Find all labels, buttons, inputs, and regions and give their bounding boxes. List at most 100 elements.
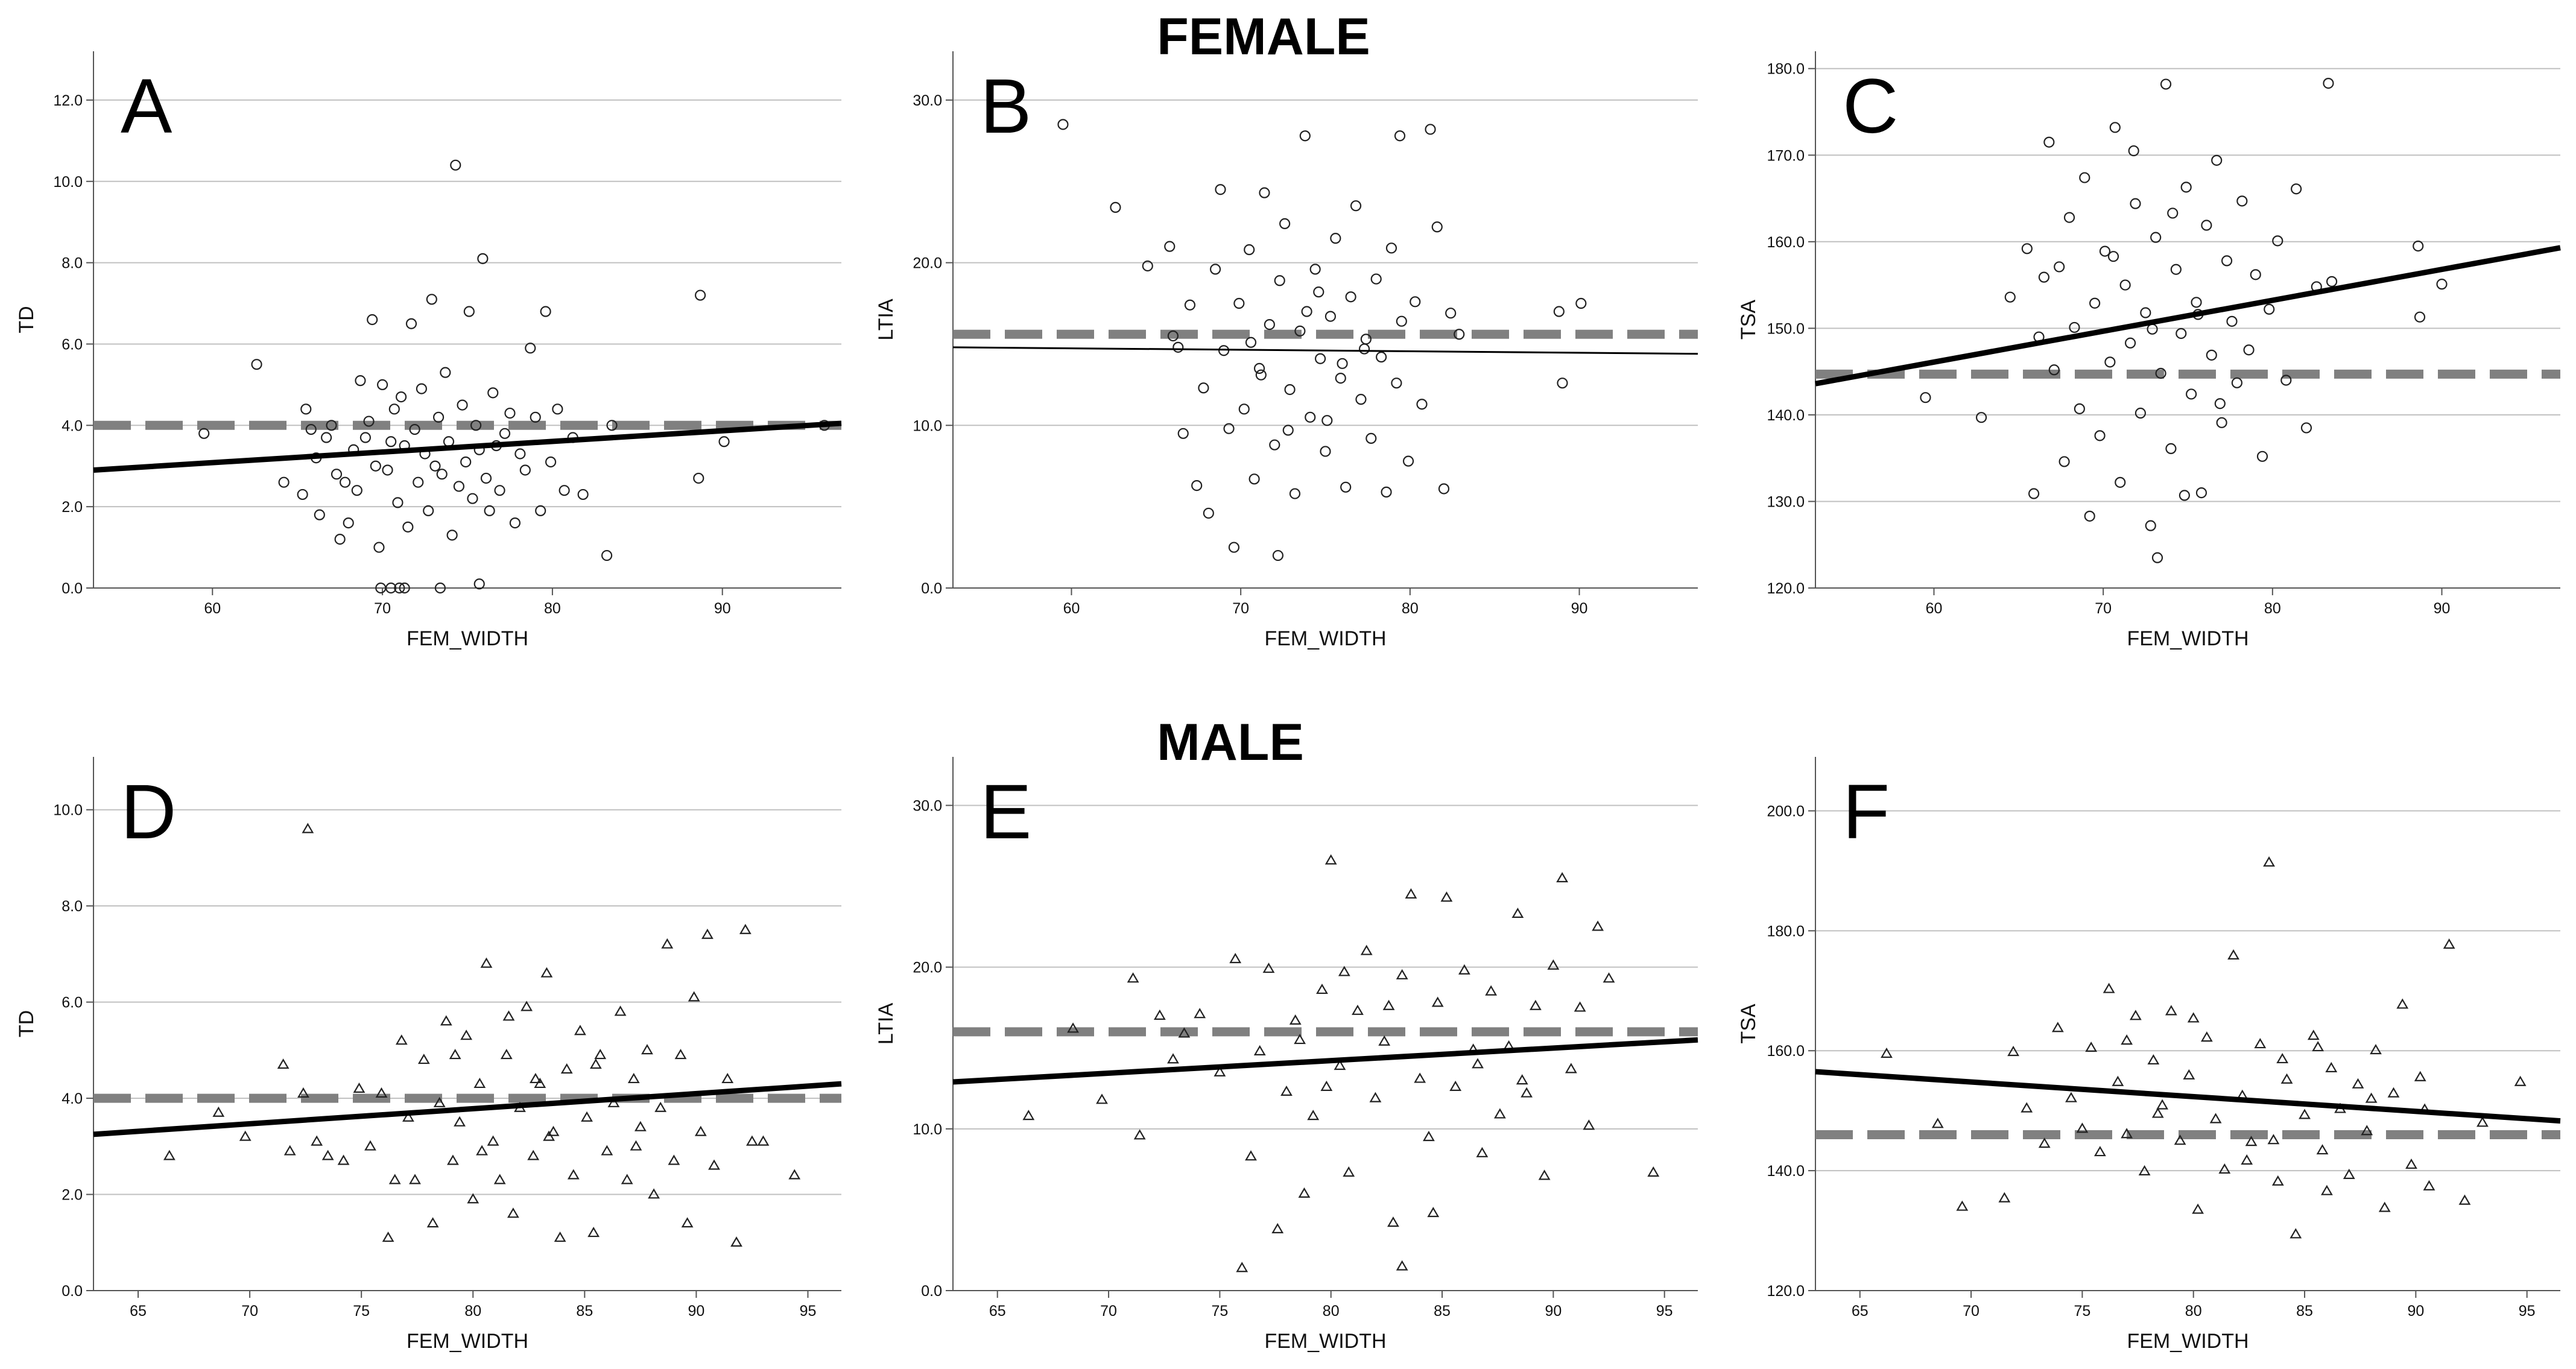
data-point bbox=[1396, 1260, 1408, 1271]
data-point bbox=[251, 359, 262, 370]
data-point bbox=[1272, 549, 1284, 561]
x-axis-label: FEM_WIDTH bbox=[2127, 1330, 2248, 1353]
data-point bbox=[2227, 949, 2239, 960]
data-point bbox=[2128, 145, 2139, 157]
data-point bbox=[757, 1135, 770, 1146]
x-tick-label: 80 bbox=[1323, 1303, 1340, 1320]
data-point bbox=[1458, 964, 1470, 975]
data-point bbox=[460, 456, 472, 468]
data-point bbox=[606, 420, 618, 431]
data-point bbox=[614, 1005, 627, 1016]
data-point bbox=[788, 1169, 801, 1180]
x-tick-label: 95 bbox=[800, 1303, 817, 1320]
data-point bbox=[1299, 130, 1311, 142]
x-tick-label: 65 bbox=[1852, 1303, 1869, 1320]
data-point bbox=[2264, 303, 2275, 315]
data-point bbox=[395, 391, 407, 403]
data-point bbox=[433, 1096, 446, 1107]
data-point bbox=[487, 1135, 499, 1146]
y-axis-label: TSA bbox=[1737, 300, 1760, 340]
x-tick-label: 70 bbox=[374, 600, 391, 617]
data-point bbox=[2218, 1163, 2231, 1174]
data-point bbox=[1214, 1066, 1226, 1077]
data-point bbox=[302, 823, 314, 833]
data-point bbox=[1369, 1092, 1382, 1102]
data-point bbox=[1215, 184, 1226, 195]
x-axis-label: FEM_WIDTH bbox=[407, 1330, 528, 1353]
data-point bbox=[504, 407, 516, 419]
data-point bbox=[2245, 1136, 2258, 1146]
data-point bbox=[2021, 1102, 2033, 1113]
data-point bbox=[376, 379, 388, 390]
data-point bbox=[1271, 1222, 1284, 1233]
x-tick-label: 70 bbox=[1232, 600, 1249, 617]
data-point bbox=[654, 1101, 667, 1112]
y-tick-label: 170.0 bbox=[1767, 147, 1805, 164]
y-tick-label: 6.0 bbox=[62, 994, 83, 1011]
data-point bbox=[395, 1034, 408, 1045]
data-point bbox=[1343, 1166, 1355, 1177]
data-point bbox=[2280, 1073, 2293, 1084]
data-point bbox=[2119, 279, 2131, 291]
data-point bbox=[1476, 1146, 1489, 1157]
panels: 0.0 2.0 4.0 6.0 8.0 10.0 12.0 60 70 80 90 FEM_WIDTH… bbox=[15, 51, 2561, 1353]
data-point bbox=[484, 505, 495, 516]
data-point bbox=[634, 1121, 647, 1131]
data-point bbox=[2051, 1022, 2064, 1032]
data-point bbox=[2187, 1012, 2200, 1023]
data-point bbox=[2192, 1203, 2204, 1214]
data-point bbox=[331, 469, 343, 480]
data-point bbox=[1274, 275, 1285, 286]
data-point bbox=[2365, 1092, 2378, 1103]
panel-letter: E bbox=[980, 769, 1031, 855]
data-point bbox=[432, 411, 445, 423]
data-point bbox=[453, 481, 465, 492]
data-point bbox=[2151, 552, 2163, 563]
data-point bbox=[2352, 1078, 2364, 1089]
data-point bbox=[2272, 235, 2283, 247]
data-point bbox=[1142, 260, 1153, 272]
data-point bbox=[1387, 1216, 1399, 1227]
x-tick-label: 70 bbox=[2095, 600, 2112, 617]
data-point bbox=[1366, 432, 1377, 444]
x-tick-label: 80 bbox=[2185, 1303, 2202, 1320]
data-point bbox=[2048, 364, 2060, 376]
data-point bbox=[1360, 334, 1372, 345]
data-point bbox=[1198, 382, 1209, 394]
data-point bbox=[305, 423, 317, 435]
data-point bbox=[1565, 1063, 1577, 1073]
data-point bbox=[721, 1073, 734, 1084]
y-tick-label: 180.0 bbox=[1767, 61, 1805, 78]
y-tick-label: 10.0 bbox=[53, 174, 83, 191]
data-point bbox=[2201, 220, 2212, 231]
data-point bbox=[1350, 200, 1362, 212]
data-point bbox=[2140, 307, 2151, 318]
data-point bbox=[1603, 972, 1615, 983]
data-point bbox=[641, 1044, 653, 1055]
data-points bbox=[163, 823, 801, 1247]
data-point bbox=[198, 428, 210, 439]
data-point bbox=[1405, 888, 1417, 899]
y-axis-label: TD bbox=[15, 1010, 38, 1037]
data-point bbox=[560, 1063, 573, 1074]
data-point bbox=[1164, 241, 1176, 252]
data-point bbox=[1096, 1093, 1108, 1104]
fit-line bbox=[952, 1037, 1698, 1085]
data-point bbox=[1472, 1058, 1484, 1069]
data-point bbox=[1440, 891, 1453, 902]
data-point bbox=[630, 1140, 642, 1151]
data-point bbox=[2250, 269, 2261, 280]
data-point bbox=[1294, 1034, 1306, 1045]
y-tick-label: 30.0 bbox=[913, 797, 942, 814]
y-tick-label: 0.0 bbox=[921, 1283, 942, 1300]
data-point bbox=[2121, 1128, 2133, 1139]
data-point bbox=[477, 253, 489, 264]
x-tick-label: 65 bbox=[130, 1303, 147, 1320]
x-tick-label: 90 bbox=[1545, 1303, 1562, 1320]
data-point bbox=[1998, 1192, 2011, 1203]
data-point bbox=[2299, 1108, 2311, 1119]
y-tick-label: 30.0 bbox=[913, 92, 942, 109]
data-point bbox=[1301, 306, 1312, 317]
data-point bbox=[1340, 481, 1352, 493]
y-tick-label: 0.0 bbox=[921, 580, 942, 597]
